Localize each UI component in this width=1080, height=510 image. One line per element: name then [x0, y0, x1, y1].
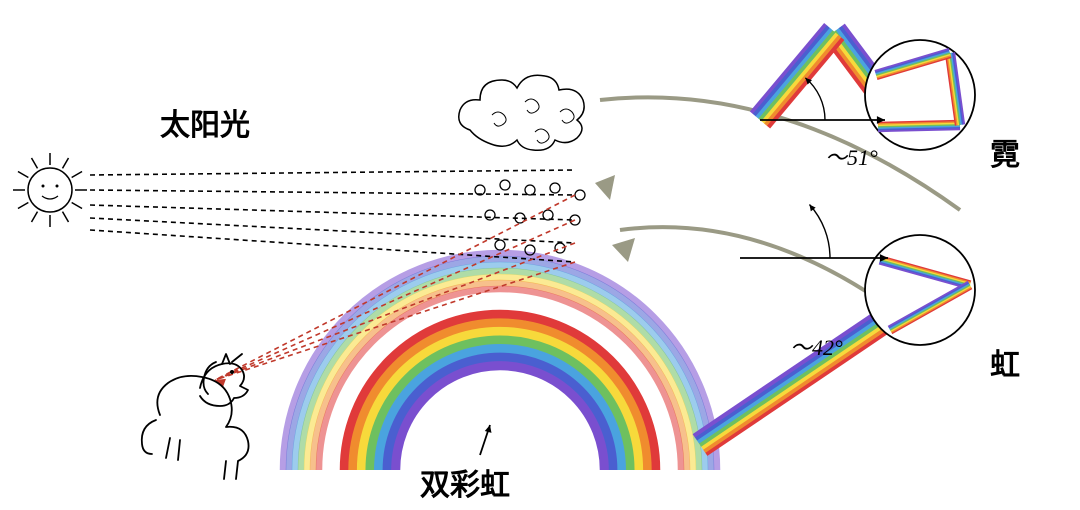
- cloud-icon: [459, 75, 584, 150]
- label-sun: 太阳光: [160, 100, 250, 144]
- label-angle-secondary: ～51°: [825, 140, 878, 172]
- label-primary-bow: 虹: [990, 340, 1020, 384]
- observer-icon: [142, 354, 249, 479]
- diagram-stage: 太阳光 双彩虹 霓 虹 ～51° ～42°: [0, 0, 1080, 510]
- label-angle-primary: ～42°: [790, 330, 843, 362]
- label-secondary-bow: 霓: [990, 130, 1020, 174]
- label-double-rainbow: 双彩虹: [420, 460, 510, 504]
- diagram-svg: [0, 0, 1080, 510]
